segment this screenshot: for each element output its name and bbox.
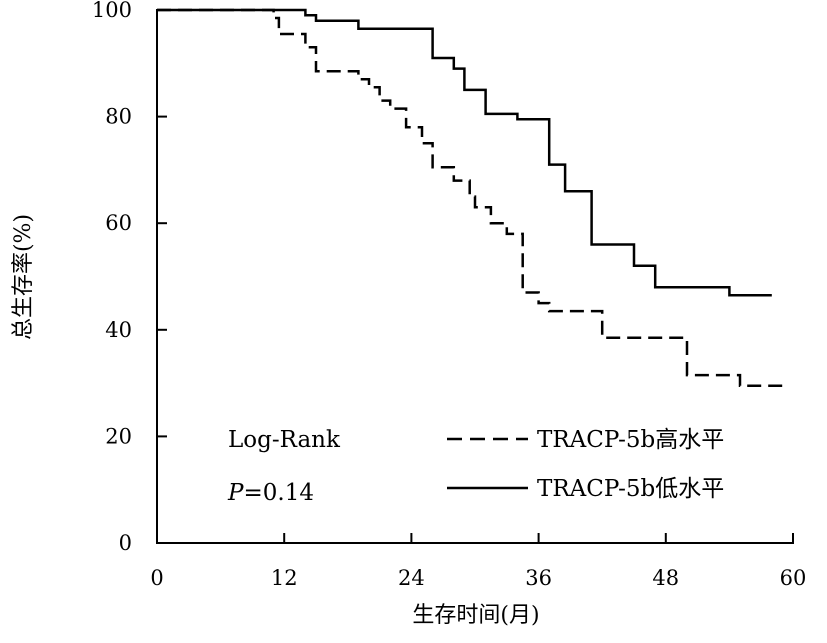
y-axis-ticks: 0 20 40 60 80 100 xyxy=(92,0,167,555)
x-tick-label: 0 xyxy=(150,566,163,590)
x-tick-label: 36 xyxy=(525,566,552,590)
y-tick-label: 80 xyxy=(105,105,132,129)
plot-lines xyxy=(157,8,783,388)
series-line-1 xyxy=(157,8,772,297)
y-axis-title: 总生存率(%) xyxy=(11,214,36,340)
series-line-0 xyxy=(157,8,783,388)
x-tick-label: 12 xyxy=(271,566,298,590)
test-annotation: Log-Rank xyxy=(228,427,341,453)
y-tick-label: 20 xyxy=(105,424,132,448)
y-tick-label: 0 xyxy=(119,531,132,555)
legend-label-low: TRACP-5b低水平 xyxy=(537,476,724,502)
x-axis-title: 生存时间(月) xyxy=(412,603,539,628)
y-tick-label: 60 xyxy=(105,211,132,235)
x-axis-ticks: 0 12 24 36 48 60 xyxy=(150,533,806,590)
y-tick-label: 40 xyxy=(105,318,132,342)
p-label: P xyxy=(227,480,244,506)
y-tick-label: 100 xyxy=(92,0,132,22)
legend-label-high: TRACP-5b高水平 xyxy=(537,427,724,453)
x-tick-label: 24 xyxy=(398,566,425,590)
p-value-annotation: P=0.14 xyxy=(227,480,314,506)
x-tick-label: 60 xyxy=(780,566,807,590)
x-tick-label: 48 xyxy=(652,566,679,590)
p-value: =0.14 xyxy=(243,480,313,506)
